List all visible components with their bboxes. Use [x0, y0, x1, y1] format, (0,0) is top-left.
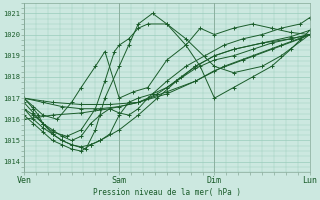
- X-axis label: Pression niveau de la mer( hPa ): Pression niveau de la mer( hPa ): [93, 188, 241, 197]
